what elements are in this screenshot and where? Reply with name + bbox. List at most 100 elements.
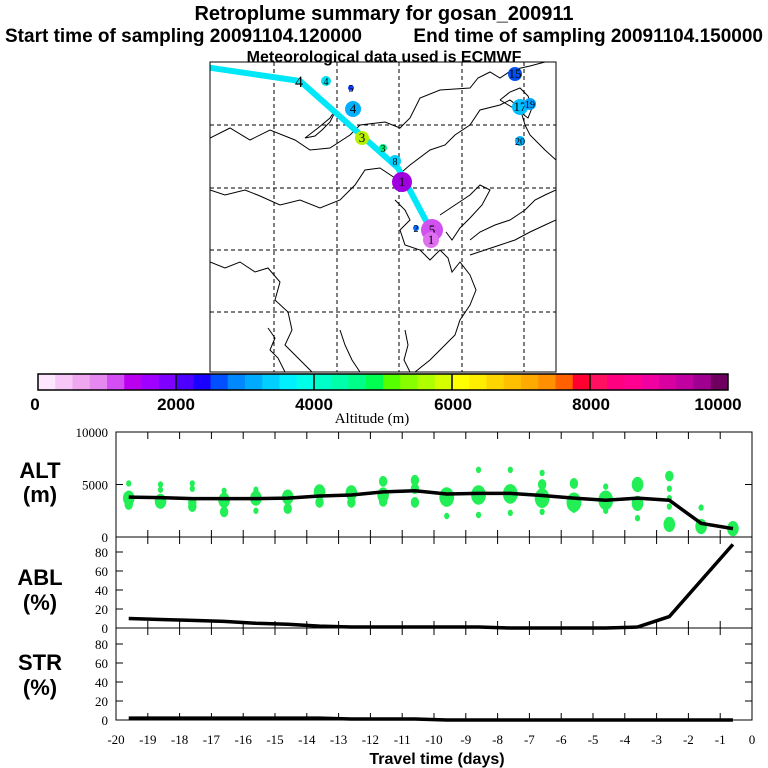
colorbar-swatch	[555, 374, 574, 390]
altitude-spread-dot	[507, 509, 513, 517]
colorbar-swatch	[538, 374, 556, 390]
y-tick-label: 20	[95, 602, 108, 617]
colorbar-swatch	[383, 374, 401, 390]
map-marker	[389, 155, 401, 167]
x-tick-label: -15	[266, 732, 283, 747]
colorbar-swatch	[521, 374, 539, 390]
str-ylabel: STR	[18, 650, 62, 675]
colorbar-swatch	[279, 374, 298, 390]
x-tick-label: -4	[619, 732, 630, 747]
colorbar-swatch	[624, 374, 643, 390]
x-tick-label: -18	[171, 732, 188, 747]
altitude-colorbar	[37, 373, 729, 391]
altitude-spread-dot	[631, 476, 644, 493]
colorbar-swatch	[158, 374, 177, 390]
x-tick-label: -11	[394, 732, 411, 747]
colorbar-swatch	[400, 374, 418, 390]
altitude-spread-dot	[378, 475, 388, 487]
altitude-spread-dot	[157, 486, 164, 493]
y-tick-label: 10000	[76, 425, 109, 440]
map-marker-label: 15	[509, 66, 522, 81]
colorbar-swatch	[572, 374, 591, 390]
altitude-spread-dot	[253, 486, 259, 493]
y-tick-label: 60	[95, 656, 108, 671]
map-marker	[423, 232, 439, 248]
colorbar-swatch	[107, 374, 125, 390]
alt-ylabel: ALT	[19, 458, 61, 483]
colorbar-tick: 4000	[295, 395, 333, 414]
x-tick-label: -17	[203, 732, 221, 747]
altitude-spread-dot	[569, 478, 579, 489]
x-tick-label: -16	[235, 732, 253, 747]
colorbar-swatch	[89, 374, 108, 390]
abl-ylabel-unit: (%)	[23, 590, 57, 615]
map-marker-label: 8	[393, 157, 398, 168]
colorbar-swatch	[434, 374, 453, 390]
altitude-spread-dot	[634, 514, 641, 522]
altitude-spread-dot	[378, 495, 388, 507]
y-tick-label: 5000	[82, 478, 108, 493]
altitude-spread-dot	[188, 501, 197, 512]
colorbar-swatch	[452, 374, 470, 390]
colorbar-tick: 2000	[157, 395, 195, 414]
altitude-spread-dot	[698, 504, 704, 511]
altitude-spread-dot	[189, 480, 195, 487]
x-tick-label: -5	[588, 732, 599, 747]
altitude-spread-dot	[571, 506, 577, 513]
x-tick-label: -6	[556, 732, 567, 747]
colorbar-swatch	[55, 374, 73, 390]
altitude-spread-dot	[539, 469, 545, 477]
colorbar-swatch	[676, 374, 694, 390]
y-tick-label: 0	[102, 621, 109, 636]
coastlines	[210, 62, 556, 372]
colorbar-swatch	[486, 374, 505, 390]
altitude-spread-dot	[124, 499, 133, 510]
altitude-spread-dot	[539, 508, 545, 515]
colorbar-swatch	[245, 374, 263, 390]
x-tick-label: -3	[651, 732, 662, 747]
colorbar-swatch	[503, 374, 522, 390]
colorbar-swatch	[193, 374, 211, 390]
colorbar-swatch	[38, 374, 56, 390]
colorbar-swatch	[296, 374, 315, 390]
altitude-spread-dot	[126, 480, 132, 487]
altitude-spread-dot	[283, 503, 292, 515]
colorbar-swatch	[659, 374, 677, 390]
x-tick-label: -10	[425, 732, 442, 747]
x-tick-label: -7	[524, 732, 535, 747]
altitude-spread-dot	[666, 503, 672, 510]
colorbar-ticks: 0 2000 4000 6000 8000 10000	[30, 395, 741, 414]
map-marker	[512, 99, 528, 115]
colorbar-tick: 10000	[694, 395, 741, 414]
altitude-spread-dot	[475, 511, 482, 519]
altitude-spread-dot	[444, 512, 450, 520]
altitude-spread-dot	[189, 485, 195, 492]
colorbar-swatch	[710, 374, 729, 390]
colorbar-swatch	[141, 374, 160, 390]
mean-altitude-line	[128, 489, 734, 531]
map-marker	[355, 131, 369, 145]
map-marker	[321, 76, 331, 86]
altitude-spread-dot	[665, 470, 674, 482]
map-marker	[515, 136, 525, 146]
colorbar-swatch	[607, 374, 625, 390]
colorbar-swatch	[590, 374, 608, 390]
map-marker	[524, 98, 536, 110]
colorbar-swatch	[124, 374, 142, 390]
colorbar-swatch	[693, 374, 712, 390]
colorbar-tick: 8000	[572, 395, 610, 414]
y-tick-label: 40	[95, 583, 108, 598]
colorbar-swatch	[210, 374, 229, 390]
altitude-spread-dot	[347, 496, 356, 508]
abl-fraction-line	[128, 543, 735, 630]
map-marker-label: 3	[381, 144, 386, 155]
panel-frame	[115, 627, 753, 721]
map-marker	[392, 172, 412, 192]
start-time-label: Start time of sampling 20091104.120000	[5, 26, 362, 47]
map-marker-label: 20	[515, 137, 525, 148]
map-marker	[348, 85, 354, 91]
map-marker	[413, 225, 419, 231]
